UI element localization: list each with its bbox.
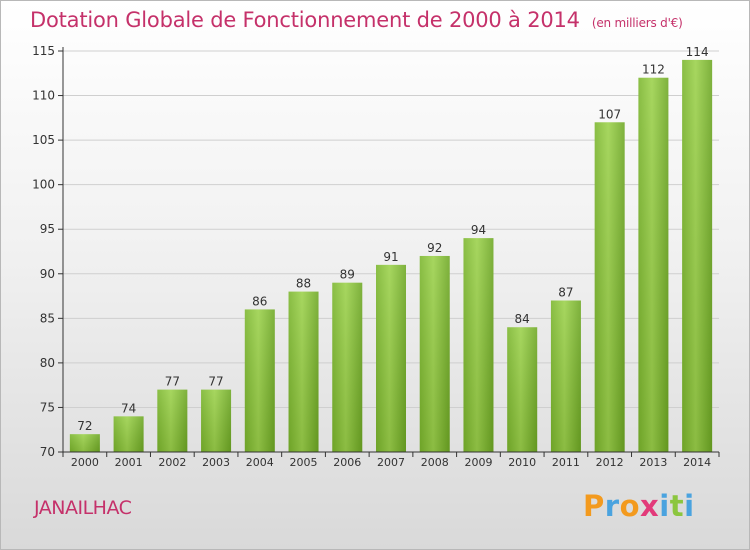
y-tick-label: 115: [32, 44, 55, 58]
bar-value-label: 88: [296, 277, 311, 291]
y-tick-label: 105: [32, 133, 55, 147]
bar-value-label: 114: [686, 45, 709, 59]
x-tick-label: 2007: [377, 456, 405, 469]
y-tick-label: 80: [40, 356, 55, 370]
bar-value-label: 87: [558, 286, 573, 300]
y-tick-label: 85: [40, 311, 55, 325]
bar-shade: [69, 434, 100, 452]
bar-value-label: 72: [77, 419, 92, 433]
x-tick-label: 2009: [464, 456, 492, 469]
bar-shade: [463, 238, 494, 452]
bar-value-label: 74: [121, 401, 136, 415]
bar-value-label: 94: [471, 223, 486, 237]
x-tick-label: 2001: [115, 456, 143, 469]
bar-value-label: 107: [598, 107, 621, 121]
axes: 70 75 80 85 90 95 100 105 110 115 72 2000 74 2001 77 20…: [32, 44, 720, 469]
x-tick-label: 2005: [290, 456, 318, 469]
chart-subtitle: (en milliers d'€): [591, 16, 683, 30]
x-tick-label: 2011: [552, 456, 580, 469]
bar-value-label: 86: [252, 294, 267, 308]
bar-value-label: 92: [427, 241, 442, 255]
bar-shade: [594, 122, 625, 453]
x-tick-label: 2014: [683, 456, 711, 469]
x-tick-label: 2002: [158, 456, 186, 469]
x-tick-label: 2000: [71, 456, 99, 469]
bar-value-label: 77: [165, 375, 180, 389]
bar-value-label: 89: [340, 268, 355, 282]
logo-letter: P: [583, 489, 605, 523]
y-tick-label: 90: [40, 267, 55, 281]
chart-title: Dotation Globale de Fonctionnement de 20…: [30, 8, 683, 32]
y-tick-label: 95: [40, 222, 55, 236]
logo-letter: i: [684, 489, 695, 523]
x-tick-label: 2006: [333, 456, 361, 469]
bar-value-label: 77: [208, 375, 223, 389]
bar-value-label: 84: [515, 312, 530, 326]
bar-shade: [157, 389, 188, 452]
bar-shade: [332, 282, 363, 452]
x-tick-label: 2010: [508, 456, 536, 469]
proxiti-logo[interactable]: Proxiti: [583, 489, 695, 523]
bar-shade: [638, 77, 669, 452]
bar-shade: [113, 416, 144, 452]
bar-shade: [201, 389, 232, 452]
x-tick-label: 2004: [246, 456, 274, 469]
bar-value-label: 91: [383, 250, 398, 264]
bars: [69, 59, 713, 453]
y-tick-label: 110: [32, 89, 55, 103]
y-tick-label: 70: [40, 445, 55, 459]
x-tick-label: 2008: [421, 456, 449, 469]
commune-name: JANAILHAC: [34, 497, 132, 519]
x-tick-label: 2013: [639, 456, 667, 469]
bar-shade: [244, 309, 275, 452]
logo-letter: r: [604, 489, 620, 523]
bar-shade: [550, 300, 581, 452]
logo-letter: t: [669, 489, 685, 523]
bar-shade: [682, 59, 713, 453]
logo-letter: x: [640, 489, 660, 523]
logo-letter: i: [659, 489, 670, 523]
bar-value-label: 112: [642, 63, 665, 77]
y-tick-label: 100: [32, 178, 55, 192]
chart-title-text: Dotation Globale de Fonctionnement de 20…: [30, 8, 580, 32]
bar-shade: [507, 327, 538, 452]
x-tick-label: 2012: [596, 456, 624, 469]
y-tick-label: 75: [40, 400, 55, 414]
logo-letter: o: [619, 489, 641, 523]
bar-shade: [419, 255, 450, 452]
x-tick-label: 2003: [202, 456, 230, 469]
bar-shade: [288, 291, 319, 452]
bar-shade: [376, 264, 406, 452]
